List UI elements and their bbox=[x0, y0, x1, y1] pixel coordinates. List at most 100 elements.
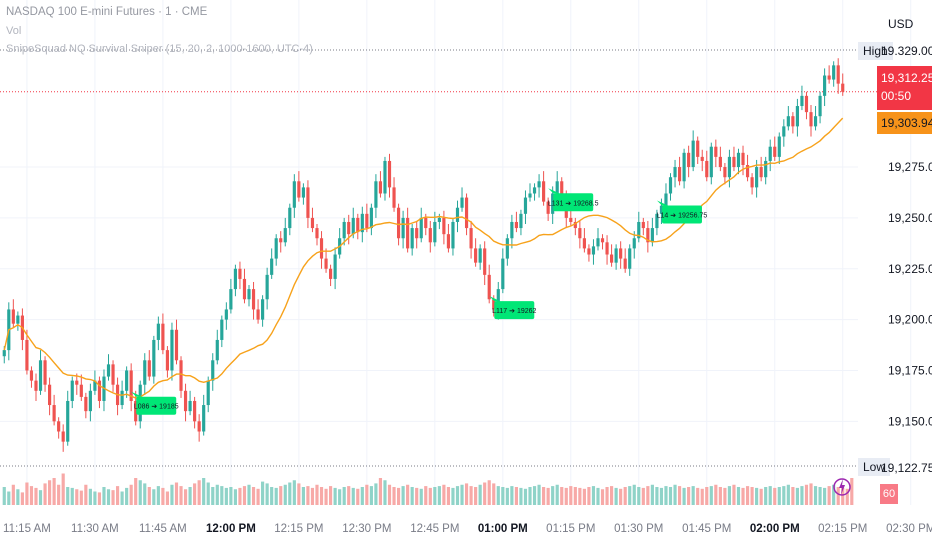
volume-bar bbox=[424, 486, 428, 505]
flash-icon[interactable] bbox=[833, 470, 851, 504]
volume-bar bbox=[782, 486, 786, 505]
volume-bar bbox=[52, 478, 56, 505]
volume-bar bbox=[510, 486, 514, 505]
candle-body bbox=[256, 309, 260, 320]
candle-body bbox=[396, 207, 401, 239]
volume-bar bbox=[193, 483, 197, 505]
candle-body bbox=[356, 217, 360, 233]
candle-body bbox=[492, 299, 496, 310]
low-tag: Low bbox=[858, 458, 891, 476]
candle-body bbox=[786, 116, 790, 127]
candle-body bbox=[650, 228, 654, 243]
candle-body bbox=[48, 384, 52, 406]
volume-bar bbox=[247, 484, 251, 505]
candle-body bbox=[283, 228, 287, 243]
candle-body bbox=[677, 167, 682, 182]
volume-bar bbox=[587, 487, 591, 505]
candle-body bbox=[424, 217, 428, 229]
volume-bar bbox=[569, 486, 573, 505]
volume-bar bbox=[623, 487, 627, 505]
candle-body bbox=[93, 380, 97, 391]
candle-body bbox=[578, 228, 582, 239]
candle-body bbox=[84, 396, 88, 412]
volume-bar bbox=[324, 488, 328, 505]
candle-body bbox=[813, 116, 818, 127]
candle-body bbox=[125, 370, 129, 391]
candle-body bbox=[233, 268, 237, 290]
candle-body bbox=[551, 193, 555, 214]
candle-body bbox=[120, 390, 124, 406]
candle-body bbox=[718, 156, 722, 168]
volume-bar bbox=[555, 484, 559, 505]
candle-body bbox=[111, 364, 115, 385]
candle-body bbox=[510, 221, 514, 239]
volume-bar bbox=[519, 487, 523, 505]
time-axis-label: 02:30 PM bbox=[886, 523, 932, 535]
indicator-legend[interactable]: SnipeSquad NQ Survival Sniper (15, 20, 2… bbox=[6, 43, 313, 55]
volume-bar bbox=[152, 489, 156, 505]
volume-bar bbox=[659, 487, 664, 505]
price-axis-label: 19,250.00 bbox=[888, 211, 932, 225]
volume-bar bbox=[736, 487, 741, 505]
candle-body bbox=[750, 177, 754, 188]
volume-bar bbox=[129, 484, 133, 505]
volume-legend[interactable]: Vol bbox=[6, 25, 22, 37]
volume-bar bbox=[668, 487, 673, 505]
volume-bar bbox=[836, 487, 840, 505]
volume-bar bbox=[832, 484, 836, 505]
volume-bar bbox=[419, 488, 423, 505]
time-axis-label: 12:15 PM bbox=[274, 523, 323, 535]
volume-bar bbox=[823, 487, 827, 505]
volume-bar bbox=[845, 488, 849, 505]
candle-body bbox=[709, 146, 713, 178]
candle-body bbox=[655, 213, 659, 229]
volume-bar bbox=[759, 488, 763, 505]
volume-bar bbox=[745, 486, 750, 505]
candle-body bbox=[687, 152, 691, 168]
volume-bar bbox=[11, 484, 15, 505]
candle-body bbox=[57, 421, 61, 432]
volume-bar bbox=[66, 487, 70, 505]
volume-bar bbox=[279, 486, 283, 505]
candle-body bbox=[211, 360, 215, 381]
volume-bar bbox=[211, 487, 215, 505]
candle-body bbox=[292, 181, 296, 208]
candle-body bbox=[383, 160, 387, 194]
candle-body bbox=[451, 221, 455, 249]
volume-bar bbox=[57, 484, 61, 505]
time-axis-label: 02:15 PM bbox=[818, 523, 867, 535]
currency-label[interactable]: USD bbox=[888, 17, 914, 31]
volume-bar bbox=[356, 488, 360, 505]
volume-bar bbox=[727, 486, 732, 505]
volume-bar bbox=[650, 484, 654, 505]
candle-body bbox=[809, 112, 813, 127]
signal-label-text: L14 ➔ 19256.75 bbox=[657, 212, 708, 219]
volume-bar bbox=[551, 486, 555, 505]
candle-body bbox=[378, 181, 383, 194]
symbol-title[interactable]: NASDAQ 100 E-mini Futures · 1 · CME bbox=[6, 6, 208, 18]
candle-body bbox=[215, 339, 219, 361]
volume-bar bbox=[406, 484, 410, 505]
time-axis-label: 01:45 PM bbox=[682, 523, 731, 535]
signal-label-pointer bbox=[656, 200, 668, 206]
candle-body bbox=[437, 217, 441, 222]
candle-body bbox=[646, 228, 650, 243]
volume-bar bbox=[433, 487, 437, 505]
candle-body bbox=[70, 380, 74, 401]
candle-body bbox=[614, 248, 618, 263]
candle-body bbox=[727, 156, 732, 178]
volume-bar bbox=[478, 484, 482, 505]
volume-bar bbox=[251, 487, 256, 505]
volume-bar bbox=[709, 486, 713, 505]
candle-body bbox=[333, 254, 337, 279]
volume-bar bbox=[383, 480, 387, 505]
volume-bar bbox=[682, 487, 686, 505]
volume-bar bbox=[220, 486, 224, 505]
volume-bar bbox=[256, 488, 260, 505]
candle-body bbox=[38, 360, 43, 391]
volume-bar bbox=[238, 487, 242, 505]
candle-body bbox=[433, 221, 437, 243]
volume-bar bbox=[532, 486, 537, 505]
volume-bar bbox=[410, 487, 414, 505]
